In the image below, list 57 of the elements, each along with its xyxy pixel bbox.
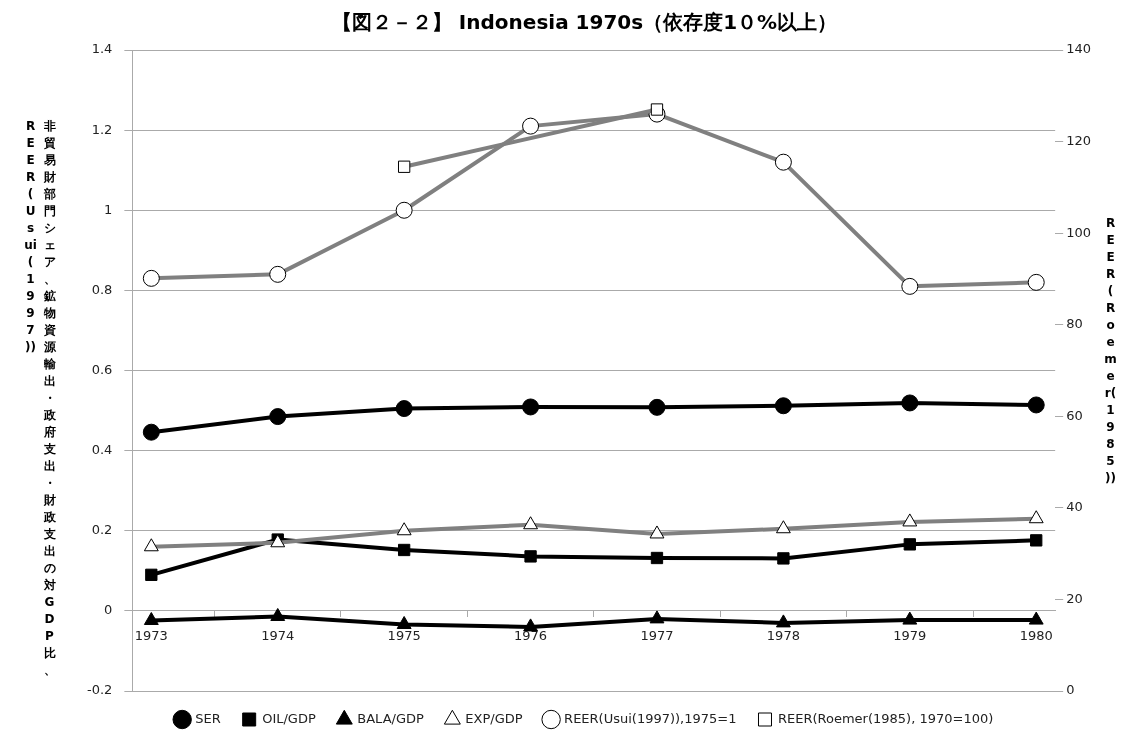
y-tick-label: -0.2 <box>86 682 113 698</box>
point <box>270 607 286 621</box>
y-tick-label: 1.2 <box>91 121 113 137</box>
point <box>1030 534 1043 547</box>
y-tick-label: 0.2 <box>91 522 113 538</box>
point <box>775 614 791 628</box>
text: 非貿易財部門シェア、鉱物資源輸出・政府支出・財政支出の対GDP比、REER(Usui(1997)) <box>24 119 56 677</box>
x-tick-label: 1980 <box>1019 628 1053 644</box>
point <box>1028 611 1044 625</box>
y-tick-label: 0 <box>104 602 113 618</box>
point <box>649 610 665 624</box>
point <box>901 394 919 412</box>
y-tick-label: 1 <box>104 201 113 217</box>
text: REER(Roemer(1985)) <box>1104 216 1117 485</box>
y2-tick-label: 140 <box>1066 41 1092 57</box>
x-tick-label: 1979 <box>893 628 927 644</box>
point <box>524 550 537 563</box>
legend-label: SER <box>195 710 221 726</box>
x-tick-label: 1978 <box>766 628 800 644</box>
point <box>650 551 664 565</box>
legend-label: EXP/GDP <box>465 710 523 726</box>
point <box>395 400 413 418</box>
y2-tick-label: 20 <box>1066 590 1083 606</box>
legend-label: REER(Roemer(1985), 1970=100) <box>777 710 994 726</box>
point <box>903 538 916 551</box>
y2-tick-label: 60 <box>1066 407 1083 423</box>
point <box>522 398 540 416</box>
y-tick-label: 0.6 <box>91 361 113 377</box>
legend-label: BALA/GDP <box>357 710 425 726</box>
y2-tick-label: 80 <box>1066 316 1083 332</box>
point <box>145 568 158 581</box>
point <box>774 397 792 415</box>
point <box>143 611 159 625</box>
y2-tick-label: 100 <box>1066 224 1092 240</box>
point <box>648 398 666 416</box>
x-tick-label: 1975 <box>387 628 421 644</box>
x-tick-label: 1977 <box>640 628 674 644</box>
x-tick-label: 1973 <box>134 628 168 644</box>
y2-tick-label: 120 <box>1066 132 1092 148</box>
x-tick-label: 1976 <box>514 628 548 644</box>
point <box>396 616 412 629</box>
legend-label: REER(Usui(1997)),1975=1 <box>564 710 737 726</box>
y-tick-label: 1.4 <box>91 41 113 57</box>
y-tick-label: 0.4 <box>91 442 113 457</box>
point <box>269 408 287 426</box>
y2-tick-label: 0 <box>1066 682 1075 698</box>
point <box>777 552 790 565</box>
point <box>142 423 160 441</box>
y2-tick-label: 40 <box>1066 499 1083 515</box>
chart-title: 【図２－２】 Indonesia 1970s（依存度1０%以上） <box>331 10 838 35</box>
point <box>523 618 538 632</box>
y-tick-label: 0.8 <box>91 281 113 297</box>
x-tick-label: 1974 <box>261 628 295 644</box>
point <box>902 611 918 625</box>
point <box>1027 396 1045 414</box>
legend-label: OIL/GDP <box>262 710 316 726</box>
point <box>398 543 411 557</box>
